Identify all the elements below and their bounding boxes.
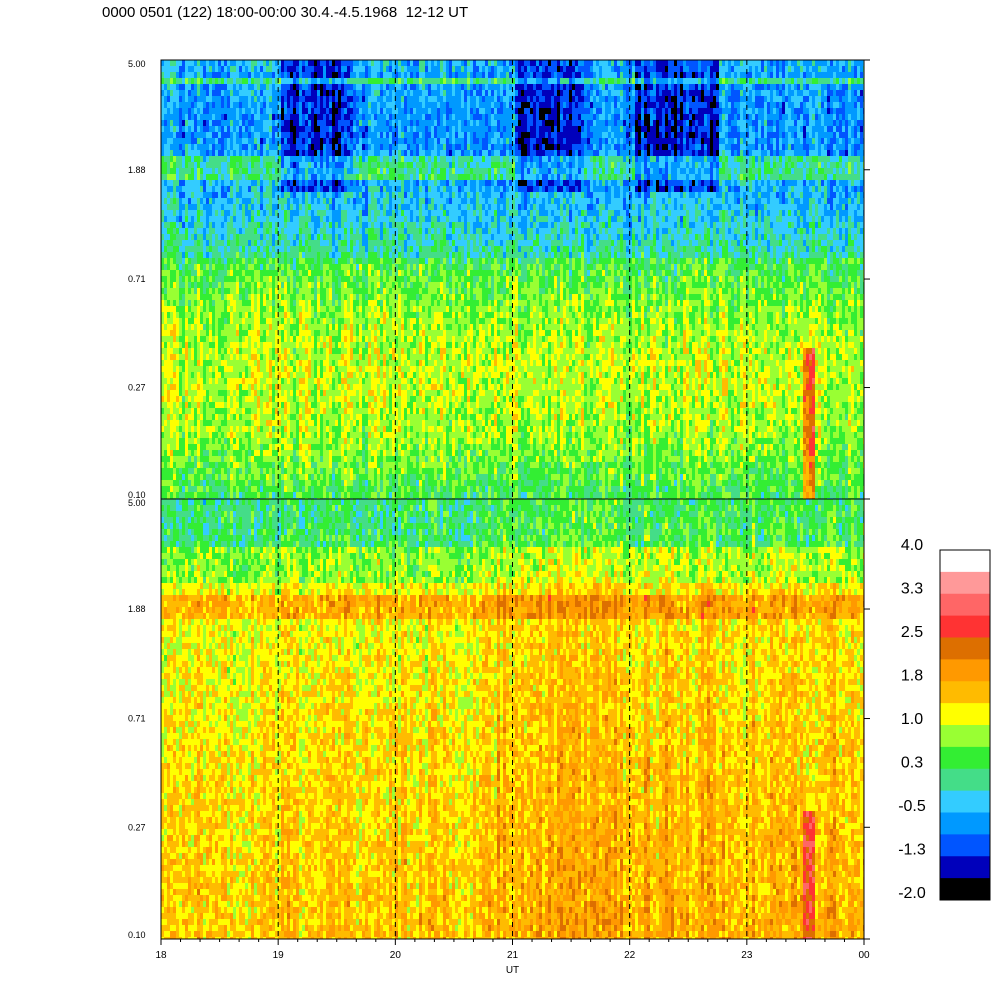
colorbar-swatch — [940, 615, 990, 638]
colorbar-label: -2.0 — [898, 885, 926, 902]
colorbar-swatch — [940, 571, 990, 595]
colorbar-label: 4.0 — [901, 537, 923, 554]
y-tick-label: 1.88 — [128, 604, 146, 614]
y-tick-label: 0.27 — [128, 383, 146, 393]
colorbar-swatch — [940, 834, 990, 857]
chart-title: 0000 0501 (122) 18:00-00:00 30.4.-4.5.19… — [102, 4, 468, 21]
y-tick-label: 5.00 — [128, 59, 146, 69]
colorbar-label: -1.3 — [898, 842, 926, 859]
colorbar-swatch — [940, 768, 990, 792]
heatmap-upper — [160, 59, 865, 500]
y-tick-label: 0.10 — [128, 930, 146, 940]
colorbar-label: -0.5 — [898, 798, 926, 815]
x-tick-label: 22 — [624, 950, 636, 961]
x-tick-label: 21 — [507, 950, 519, 961]
x-axis-label: UT — [506, 965, 519, 976]
y-tick-label: 0.71 — [128, 274, 146, 284]
colorbar-swatch — [940, 681, 990, 704]
colorbar-frame — [939, 549, 991, 901]
colorbar-swatch — [940, 746, 990, 770]
colorbar-swatch — [940, 550, 990, 573]
colorbar-label: 2.5 — [901, 624, 923, 641]
x-tick-label: 20 — [390, 950, 402, 961]
colorbar-swatch — [940, 812, 990, 835]
colorbar-swatch — [940, 637, 990, 660]
colorbar-label: 1.0 — [901, 711, 923, 728]
x-tick-label: 19 — [273, 950, 285, 961]
colorbar-swatch — [940, 593, 990, 617]
colorbar-swatch — [940, 659, 990, 682]
colorbar-swatch — [940, 725, 990, 748]
y-tick-label: 0.10 — [128, 490, 146, 500]
heatmap-lower — [160, 498, 865, 940]
y-tick-label: 5.00 — [128, 498, 146, 508]
colorbar-swatch — [940, 790, 990, 813]
x-tick-label: 18 — [155, 950, 167, 961]
colorbar-swatch — [940, 878, 990, 901]
colorbar-label: 0.3 — [901, 755, 923, 772]
colorbar-label: 1.8 — [901, 668, 923, 685]
colorbar-swatch — [940, 856, 990, 879]
y-tick-label: 1.88 — [128, 165, 146, 175]
colorbar-swatch — [940, 703, 990, 726]
y-tick-label: 0.71 — [128, 714, 146, 724]
x-tick-label: 23 — [741, 950, 753, 961]
colorbar-label: 3.3 — [901, 581, 923, 598]
x-tick-label: 00 — [858, 950, 870, 961]
y-tick-label: 0.27 — [128, 822, 146, 832]
